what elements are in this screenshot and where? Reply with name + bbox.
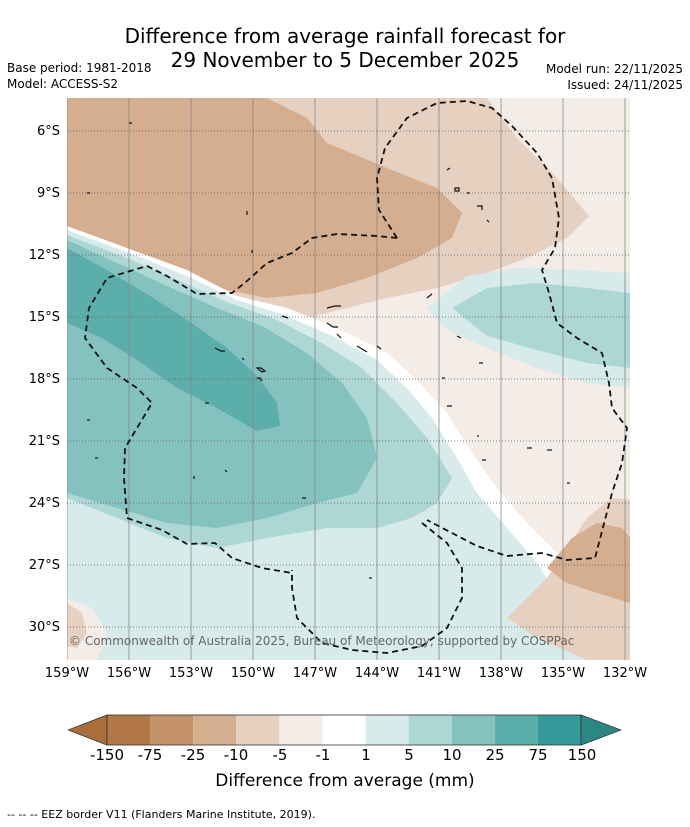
map-canvas <box>67 98 630 660</box>
lat-label-24s: 24°S <box>28 496 60 511</box>
lat-label-27s: 27°S <box>28 558 60 573</box>
parallel-gridlines <box>67 130 630 628</box>
lon-label-147w: 147°W <box>292 666 338 681</box>
islands <box>87 122 570 579</box>
colorbar-bin-1 <box>107 715 151 745</box>
lat-label-30s: 30°S <box>28 620 60 635</box>
map-title: Difference from average rainfall forecas… <box>0 24 690 72</box>
lat-label-18s: 18°S <box>28 372 60 387</box>
model-name: Model: ACCESS-S2 <box>7 77 119 91</box>
colorbar-tick-8: 5 <box>404 746 414 764</box>
lat-label-9s: 9°S <box>36 186 60 201</box>
rainfall-anomaly-map <box>67 98 630 660</box>
lon-label-156w: 156°W <box>106 666 152 681</box>
base-period: Base period: 1981-2018 <box>7 61 152 75</box>
model-run-date: Model run: 22/11/2025 <box>545 62 683 76</box>
lat-label-21s: 21°S <box>28 434 60 449</box>
lon-label-135w: 135°W <box>540 666 586 681</box>
eez-legend-note: -- -- -- EEZ border V11 (Flanders Marine… <box>7 808 316 821</box>
lon-label-141w: 141°W <box>416 666 462 681</box>
colorbar <box>66 714 623 750</box>
lat-label-6s: 6°S <box>36 124 60 139</box>
colorbar-bin-3 <box>193 715 237 745</box>
colorbar-bin-8 <box>408 715 452 745</box>
colorbar-tick-2: -75 <box>137 746 163 764</box>
issued-date: Issued: 24/11/2025 <box>567 78 683 92</box>
colorbar-tick-10: 25 <box>485 746 505 764</box>
lon-label-144w: 144°W <box>354 666 400 681</box>
colorbar-title: Difference from average (mm) <box>215 771 475 791</box>
colorbar-bin-9 <box>451 715 495 745</box>
colorbar-graphic <box>66 714 623 746</box>
colorbar-tick-12: 150 <box>567 746 597 764</box>
colorbar-bin-2 <box>150 715 194 745</box>
lat-label-15s: 15°S <box>28 310 60 325</box>
colorbar-low-arrow <box>66 714 108 746</box>
colorbar-bin-10 <box>494 715 538 745</box>
model-info: Base period: 1981-2018 Model: ACCESS-S2 <box>7 60 152 92</box>
colorbar-bin-6 <box>322 715 366 745</box>
lon-label-132w: 132°W <box>602 666 648 681</box>
colorbar-bin-7 <box>365 715 409 745</box>
wet-southwest-fade <box>67 568 297 660</box>
dry-southwest-spot <box>67 603 87 648</box>
lon-label-138w: 138°W <box>478 666 524 681</box>
copyright-notice: © Commonwealth of Australia 2025, Bureau… <box>69 634 575 648</box>
colorbar-bin-4 <box>236 715 280 745</box>
colorbar-tick-3: -25 <box>180 746 206 764</box>
wet-east-patch-moderate <box>452 283 630 368</box>
colorbar-tick-1: -150 <box>89 746 125 764</box>
colorbar-bin-5 <box>279 715 323 745</box>
colorbar-frame <box>106 714 582 746</box>
colorbar-bin-11 <box>538 715 582 745</box>
lon-label-150w: 150°W <box>230 666 276 681</box>
colorbar-tick-11: 75 <box>528 746 548 764</box>
colorbar-tick-9: 10 <box>442 746 462 764</box>
dry-southeast-moderate <box>547 523 630 603</box>
dry-band-moderate <box>67 98 462 298</box>
lat-label-12s: 12°S <box>28 248 60 263</box>
title-line-1: Difference from average rainfall forecas… <box>124 24 566 48</box>
lon-label-159w: 159°W <box>44 666 90 681</box>
title-line-2: 29 November to 5 December 2025 <box>170 48 520 72</box>
colorbar-tick-6: -1 <box>315 746 331 764</box>
eez-borders <box>84 100 628 654</box>
colorbar-tick-5: -5 <box>272 746 288 764</box>
colorbar-high-arrow <box>580 714 623 746</box>
run-info: Model run: 22/11/2025 Issued: 24/11/2025 <box>546 61 683 93</box>
colorbar-tick-7: 1 <box>361 746 371 764</box>
lon-label-153w: 153°W <box>168 666 214 681</box>
colorbar-tick-4: -10 <box>223 746 249 764</box>
wet-band-stronger <box>67 248 280 431</box>
